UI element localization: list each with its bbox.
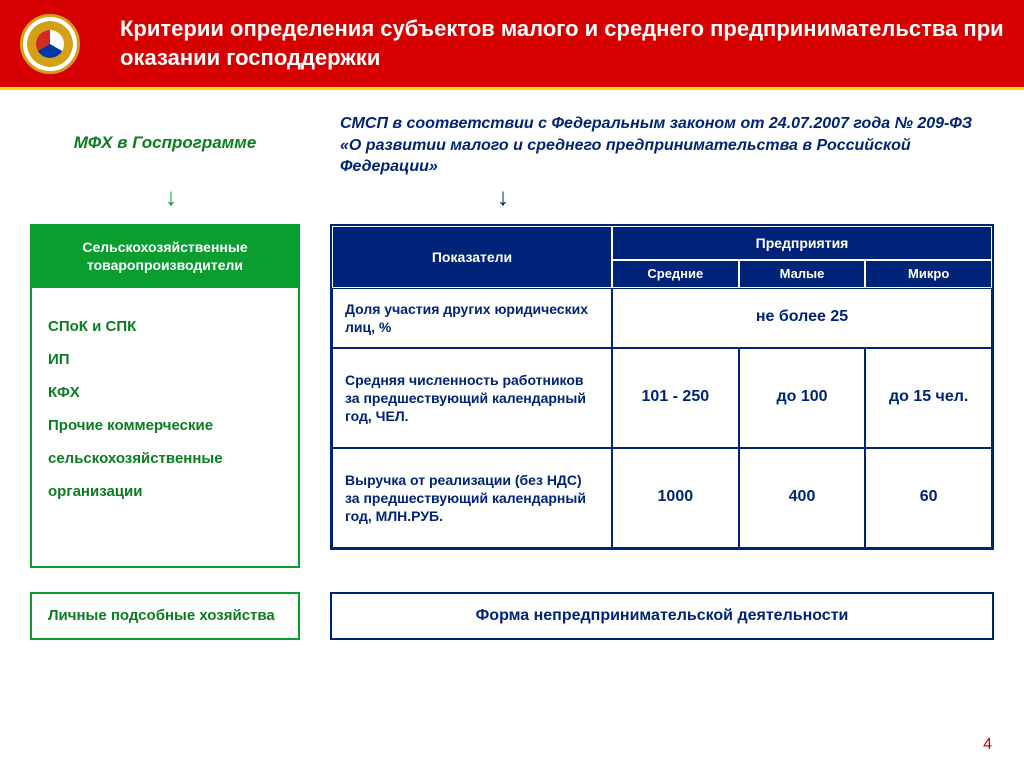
footer-left-box: Личные подсобные хозяйства xyxy=(30,592,300,640)
cell-value: 400 xyxy=(739,448,866,548)
cell-value: 101 - 250 xyxy=(612,348,739,448)
criteria-table: Показатели Предприятия Средние Малые Мик… xyxy=(330,224,994,550)
cell-value: до 15 чел. xyxy=(865,348,992,448)
row-span-value: не более 25 xyxy=(612,288,992,348)
intro-row: МФХ в Госпрограмме СМСП в соответствии с… xyxy=(30,113,994,178)
th-enterprises: Предприятия xyxy=(612,226,992,260)
header-bar: Критерии определения субъектов малого и … xyxy=(0,0,1024,90)
cell-value: 60 xyxy=(865,448,992,548)
footer-row: Личные подсобные хозяйства Форма непредп… xyxy=(30,592,994,640)
footer-right-box: Форма непредпринимательской деятельности xyxy=(330,592,994,640)
list-item: КФХ xyxy=(48,376,282,409)
th-indicators: Показатели xyxy=(332,226,612,288)
row-label: Средняя численность работников за предше… xyxy=(332,348,612,448)
main-row: Сельскохозяйственные товаропроизводители… xyxy=(30,224,994,568)
content-area: МФХ в Госпрограмме СМСП в соответствии с… xyxy=(0,95,1024,640)
list-item: сельскохозяйственные xyxy=(48,442,282,475)
intro-right-law: СМСП в соответствии с Федеральным законо… xyxy=(340,113,994,178)
row-label: Выручка от реализации (без НДС) за предш… xyxy=(332,448,612,548)
th-col-medium: Средние xyxy=(612,260,739,288)
left-col-body: СПоК и СПК ИП КФХ Прочие коммерческие се… xyxy=(30,288,300,568)
intro-left-label: МФХ в Госпрограмме xyxy=(30,113,300,153)
list-item: ИП xyxy=(48,343,282,376)
list-item: Прочие коммерческие xyxy=(48,409,282,442)
arrows-row: ↓↓ ↓↓ xyxy=(30,186,994,224)
list-item: СПоК и СПК xyxy=(48,310,282,343)
cell-value: до 100 xyxy=(739,348,866,448)
th-col-micro: Микро xyxy=(865,260,992,288)
th-col-small: Малые xyxy=(739,260,866,288)
list-item: организации xyxy=(48,475,282,508)
left-col-heading: Сельскохозяйственные товаропроизводители xyxy=(30,224,300,288)
row-label: Доля участия других юридических лиц, % xyxy=(332,288,612,348)
page-number: 4 xyxy=(983,736,992,754)
cell-value: 1000 xyxy=(612,448,739,548)
left-column: Сельскохозяйственные товаропроизводители… xyxy=(30,224,300,568)
page-title: Критерии определения субъектов малого и … xyxy=(120,15,1004,72)
logo-emblem xyxy=(20,14,80,74)
right-column: Показатели Предприятия Средние Малые Мик… xyxy=(330,224,994,568)
